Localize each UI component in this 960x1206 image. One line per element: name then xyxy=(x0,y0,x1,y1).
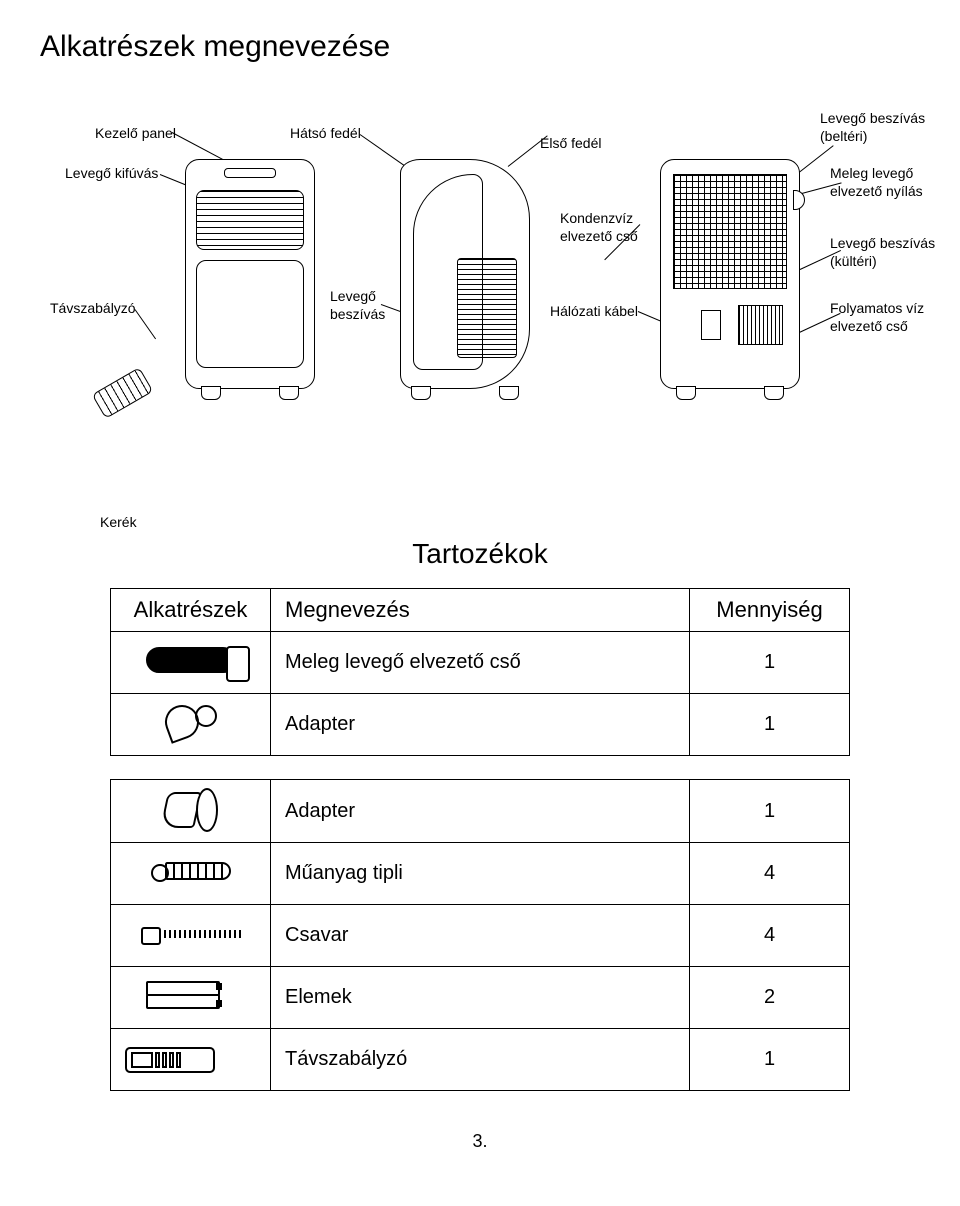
cell-name: Adapter xyxy=(271,694,690,756)
batteries-icon xyxy=(146,981,236,1009)
cell-qty: 1 xyxy=(690,694,850,756)
adapter2-icon xyxy=(164,786,218,830)
table-header-row: Alkatrészek Megnevezés Mennyiség xyxy=(111,589,850,632)
label-rear-cover: Hátsó fedél xyxy=(290,124,361,142)
label-remote: Távszabályzó xyxy=(50,299,136,317)
cell-name: Műanyag tipli xyxy=(271,843,690,905)
table-row: Elemek 2 xyxy=(111,967,850,1029)
label-air-out: Levegő kifúvás xyxy=(65,164,158,182)
cell-name: Elemek xyxy=(271,967,690,1029)
accessories-heading: Tartozékok xyxy=(40,538,920,570)
col-qty: Mennyiség xyxy=(690,589,850,632)
table-row: Csavar 4 xyxy=(111,905,850,967)
cell-qty: 4 xyxy=(690,905,850,967)
cell-name: Csavar xyxy=(271,905,690,967)
label-warm-air-outlet: Meleg levegő elvezető nyílás xyxy=(830,164,923,200)
label-air-in: Levegő beszívás xyxy=(330,287,385,323)
screw-icon xyxy=(141,927,241,941)
page-title: Alkatrészek megnevezése xyxy=(40,30,920,64)
cell-qty: 4 xyxy=(690,843,850,905)
page-number: 3. xyxy=(40,1131,920,1152)
label-wheel: Kerék xyxy=(100,514,920,530)
cell-name: Adapter xyxy=(271,780,690,843)
col-name: Megnevezés xyxy=(271,589,690,632)
parts-diagram: Kezelő panel Levegő kifúvás Távszabályzó… xyxy=(40,104,920,484)
unit-back xyxy=(660,159,800,389)
col-parts: Alkatrészek xyxy=(111,589,271,632)
cell-name: Meleg levegő elvezető cső xyxy=(271,632,690,694)
label-air-in-outdoor: Levegő beszívás (kültéri) xyxy=(830,234,935,270)
table-row: Meleg levegő elvezető cső 1 xyxy=(111,632,850,694)
label-power-cord: Hálózati kábel xyxy=(550,302,638,320)
table-gap xyxy=(111,756,850,780)
label-continuous-drain: Folyamatos víz elvezető cső xyxy=(830,299,924,335)
label-condensate: Kondenzvíz elvezető cső xyxy=(560,209,638,245)
adapter-icon xyxy=(165,705,217,745)
cell-qty: 1 xyxy=(690,632,850,694)
table-row: Adapter 1 xyxy=(111,780,850,843)
table-row: Műanyag tipli 4 xyxy=(111,843,850,905)
wall-plug-icon xyxy=(151,861,231,881)
cell-qty: 1 xyxy=(690,1029,850,1091)
accessories-table: Alkatrészek Megnevezés Mennyiség Meleg l… xyxy=(110,588,850,1091)
unit-front xyxy=(185,159,315,389)
cell-qty: 2 xyxy=(690,967,850,1029)
remote-icon xyxy=(125,1047,215,1073)
remote-icon xyxy=(92,367,154,419)
unit-side xyxy=(400,159,530,389)
label-air-in-indoor: Levegő beszívás (beltéri) xyxy=(820,109,925,145)
label-front-cover: Első fedél xyxy=(540,134,601,152)
table-row: Adapter 1 xyxy=(111,694,850,756)
cell-qty: 1 xyxy=(690,780,850,843)
label-control-panel: Kezelő panel xyxy=(95,124,176,142)
table-row: Távszabályzó 1 xyxy=(111,1029,850,1091)
cell-name: Távszabályzó xyxy=(271,1029,690,1091)
hose-icon xyxy=(146,647,236,673)
